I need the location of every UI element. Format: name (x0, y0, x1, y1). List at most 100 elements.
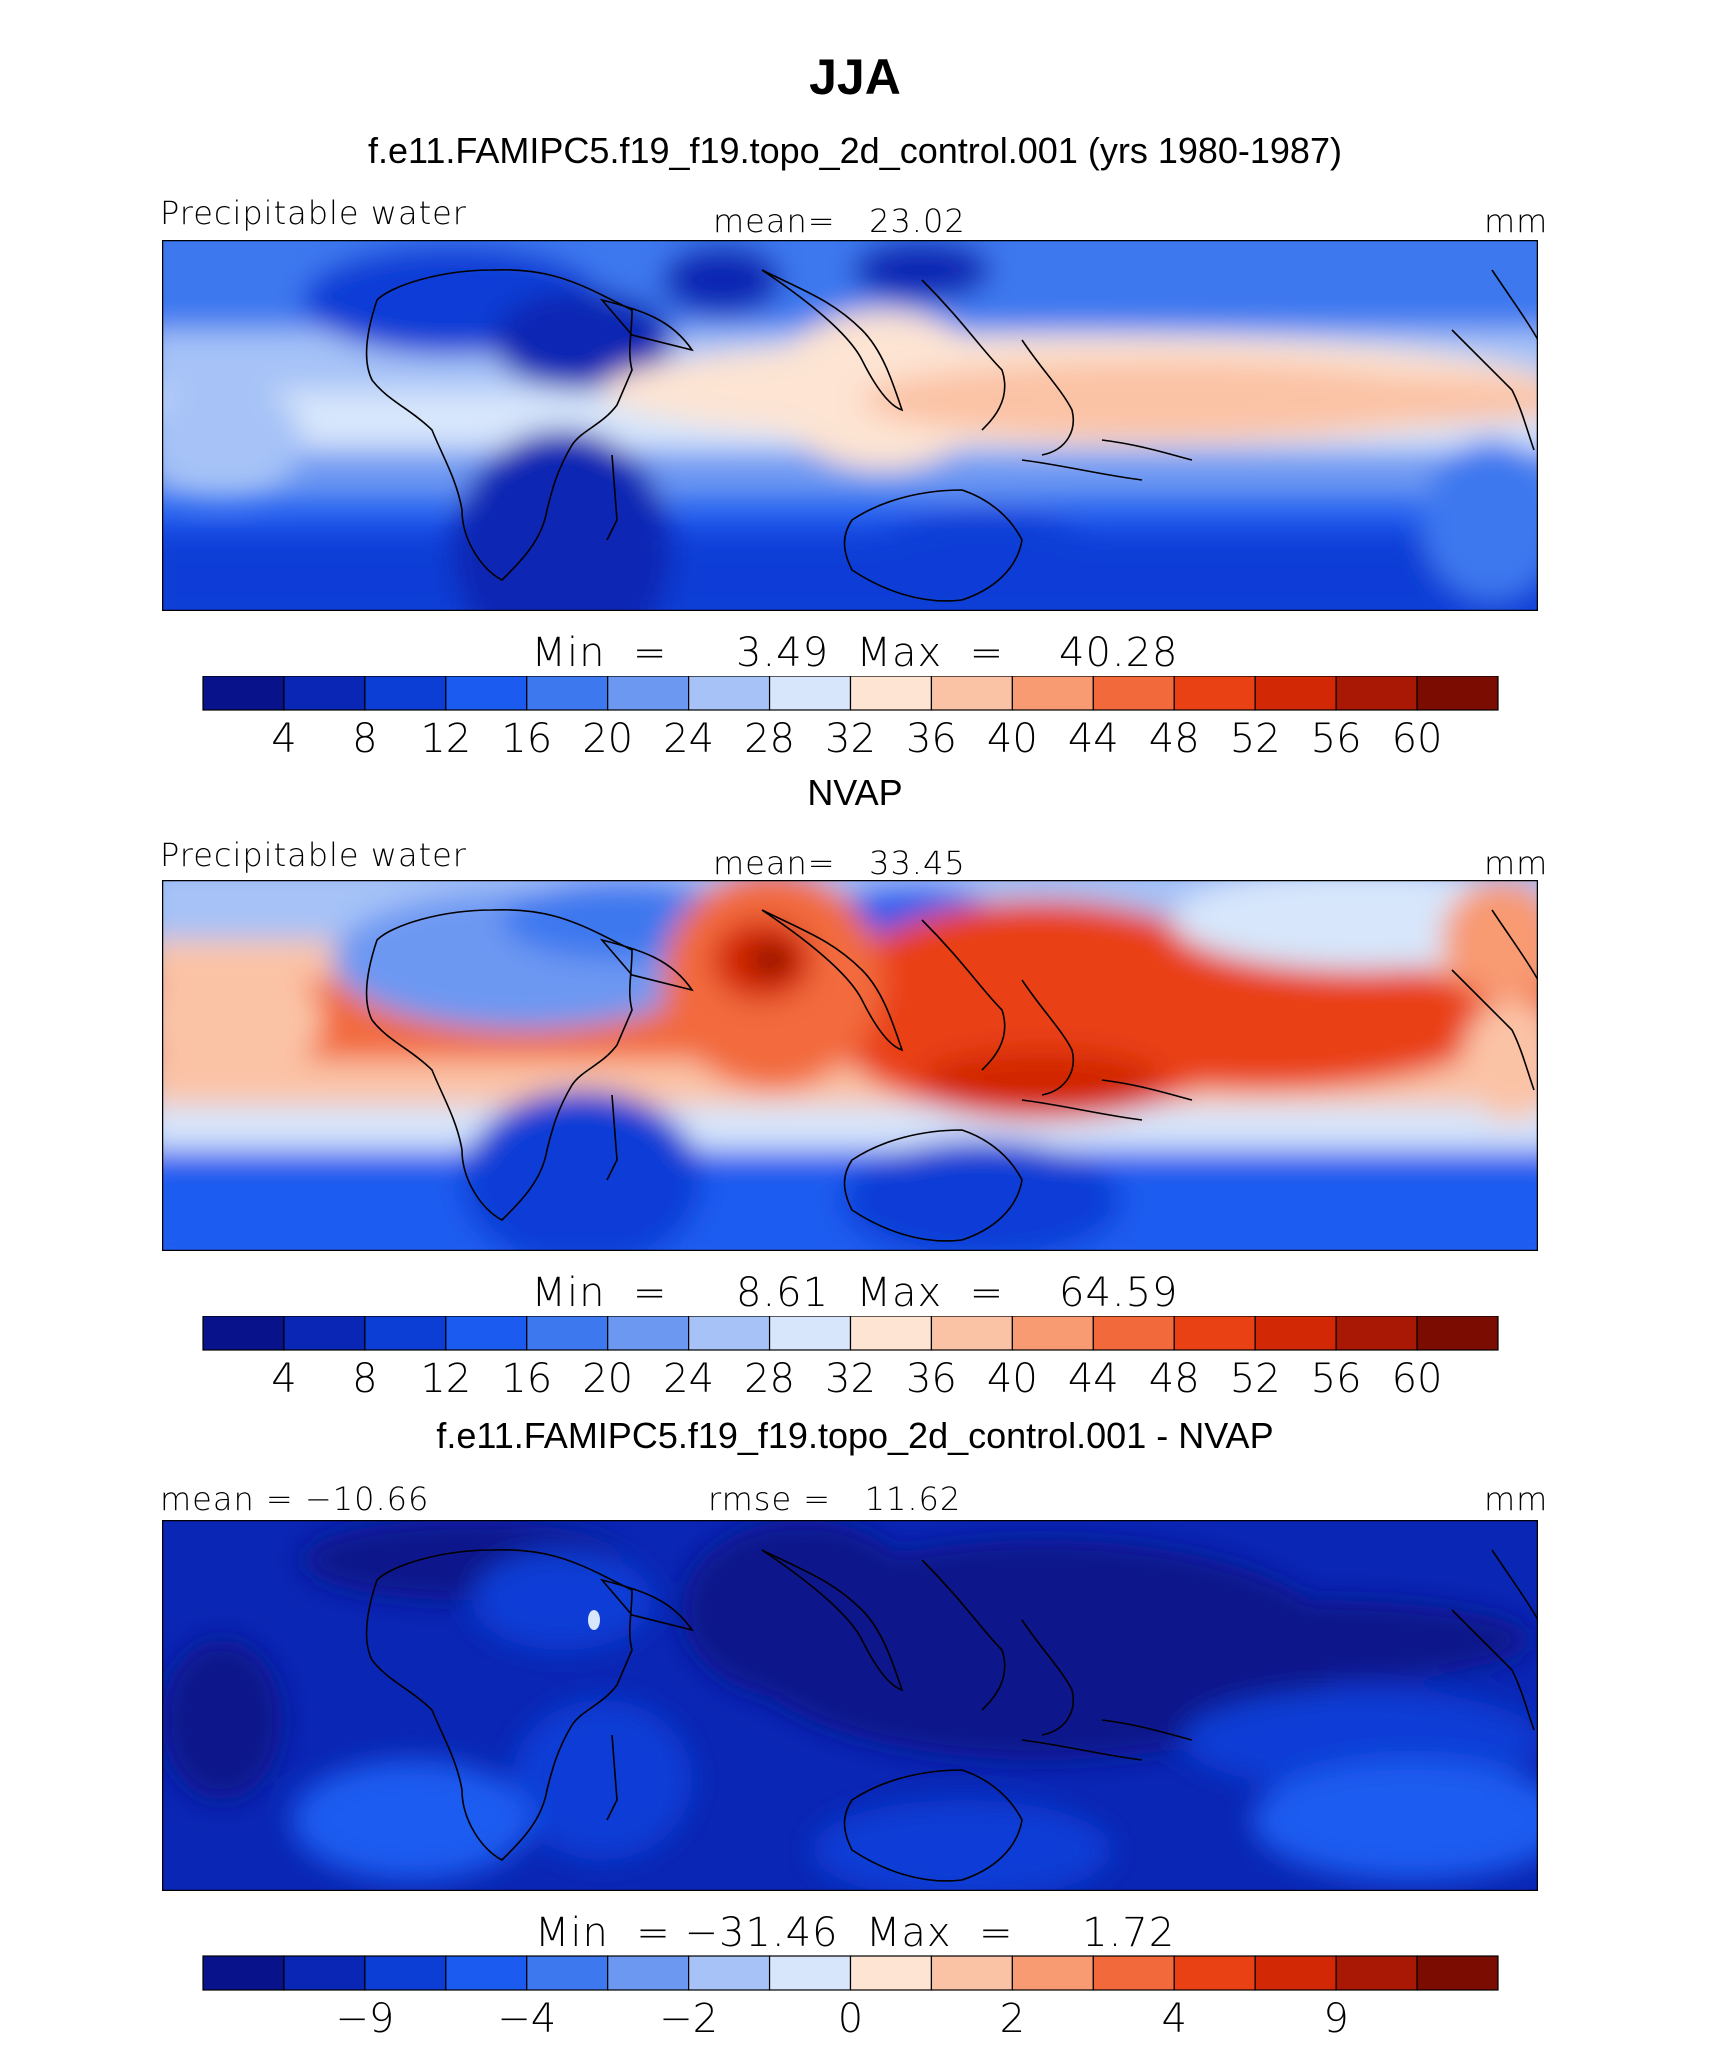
colorbar-swatch (283, 1316, 366, 1351)
colorbar-tick-label: 12 (420, 1356, 471, 1402)
colorbar-tick-label: 36 (906, 716, 957, 762)
panel-1-min-max: Min = 3.49 Max = 40.28 (531, 630, 1179, 676)
colorbar-swatch (688, 1955, 771, 1991)
panel-2-variable-label: Precipitable water (160, 836, 467, 874)
figure-title: JJA (809, 49, 901, 105)
colorbar-tick-label: 40 (987, 716, 1038, 762)
colorbar-tick-label: 24 (663, 1356, 714, 1402)
colorbar-swatch (930, 676, 1013, 711)
colorbar-swatch (445, 1316, 528, 1351)
colorbar-tick-label: 12 (420, 716, 471, 762)
colorbar-swatch (364, 1316, 447, 1351)
panel-2-min-max: Min = 8.61 Max = 64.59 (531, 1270, 1179, 1316)
colorbar-tick-label: 40 (987, 1356, 1038, 1402)
colorbar-tick-label: −4 (497, 1996, 556, 2042)
colorbar-swatch (1173, 1955, 1256, 1991)
colorbar-swatch (526, 676, 609, 711)
colorbar-swatch (202, 1316, 285, 1351)
colorbar-tick-label: 52 (1230, 716, 1281, 762)
map-panel-3 (162, 1520, 1538, 1891)
colorbar-swatch (445, 676, 528, 711)
colorbar-swatch (283, 676, 366, 711)
panel-2-mean-label: mean= 33.45 (713, 844, 966, 882)
colorbar-swatch (1254, 1955, 1337, 1991)
panel-3-mean-label: mean = −10.66 (160, 1480, 430, 1518)
colorbar-swatch (1092, 1955, 1175, 1991)
map-panel-2 (162, 880, 1538, 1251)
colorbar-swatch (1011, 1316, 1094, 1351)
panel-1-title: f.e11.FAMIPC5.f19_f19.topo_2d_control.00… (368, 130, 1342, 171)
colorbar-swatch (930, 1316, 1013, 1351)
colorbar-swatch (849, 676, 933, 711)
colorbar-tick-label: 2 (1000, 1996, 1025, 2042)
panel-3-min-max: Min = −31.46 Max = 1.72 (534, 1910, 1176, 1956)
colorbar-swatch (1254, 1316, 1337, 1351)
colorbar-swatch (1173, 676, 1256, 711)
colorbar-swatch (526, 1955, 609, 1991)
panel-1-variable-label: Precipitable water (160, 194, 467, 232)
colorbar-tick-label: 28 (744, 716, 795, 762)
colorbar-swatch (526, 1316, 609, 1351)
colorbar-tick-label: 0 (838, 1996, 863, 2042)
colorbar-swatch (364, 676, 447, 711)
colorbar-tick-label: 60 (1392, 716, 1443, 762)
colorbar-tick-label: 52 (1230, 1356, 1281, 1402)
colorbar-swatch (1335, 676, 1418, 711)
colorbar-swatch (688, 1316, 771, 1351)
colorbar-swatch (768, 676, 852, 711)
colorbar-tick-label: 28 (744, 1356, 795, 1402)
colorbar-swatch (768, 1955, 852, 1991)
colorbar-swatch (1173, 1316, 1256, 1351)
colorbar-tick-label: 8 (352, 716, 377, 762)
colorbar-tick-label: 48 (1149, 1356, 1200, 1402)
panel-3-rmse-label: rmse = 11.62 (708, 1480, 962, 1518)
colorbar-swatch (1416, 676, 1499, 711)
colorbar-swatch (445, 1955, 528, 1991)
colorbar-tick-label: 56 (1311, 716, 1362, 762)
colorbar-tick-label: 44 (1068, 1356, 1119, 1402)
colorbar-swatch (202, 1955, 285, 1991)
colorbar-tick-label: 16 (501, 1356, 552, 1402)
colorbar-1: 4 8 12 16 20 24 28 32 36 40 44 48 52 56 60 (202, 676, 1499, 762)
colorbar-swatch (768, 1316, 852, 1351)
colorbar-swatch (688, 676, 771, 711)
colorbar-swatch (607, 676, 690, 711)
colorbar-tick-label: 4 (271, 716, 296, 762)
colorbar-tick-label: 56 (1311, 1356, 1362, 1402)
colorbar-tick-label: 20 (582, 716, 633, 762)
panel-2-units-label: mm (1484, 844, 1549, 882)
colorbar-swatch (1092, 1316, 1175, 1351)
colorbar-tick-label: 24 (663, 716, 714, 762)
colorbar-swatch (202, 676, 285, 711)
colorbar-tick-label: 32 (825, 1356, 876, 1402)
colorbar-tick-label: −9 (335, 1996, 394, 2042)
colorbar-3: −9 −4 −2 0 2 4 9 (202, 1955, 1499, 2042)
colorbar-2: 4 8 12 16 20 24 28 32 36 40 44 48 52 56 60 (202, 1316, 1499, 1402)
colorbar-swatch (283, 1955, 366, 1991)
panel-1-units-label: mm (1484, 202, 1549, 240)
panel-3-title: f.e11.FAMIPC5.f19_f19.topo_2d_control.00… (436, 1415, 1274, 1456)
colorbar-tick-label: 20 (582, 1356, 633, 1402)
colorbar-swatch (1092, 676, 1175, 711)
colorbar-tick-label: 4 (1162, 1996, 1187, 2042)
colorbar-tick-label: 16 (501, 716, 552, 762)
colorbar-swatch (1335, 1316, 1418, 1351)
colorbar-tick-label: −2 (659, 1996, 718, 2042)
colorbar-swatch (1011, 1955, 1094, 1991)
colorbar-tick-label: 44 (1068, 716, 1119, 762)
colorbar-tick-label: 60 (1392, 1356, 1443, 1402)
colorbar-swatch (1254, 676, 1337, 711)
colorbar-swatch (849, 1316, 933, 1351)
colorbar-tick-label: 9 (1323, 1996, 1348, 2042)
colorbar-swatch (1335, 1955, 1418, 1991)
colorbar-tick-label: 4 (271, 1356, 296, 1402)
panel-2-title: NVAP (807, 772, 903, 813)
colorbar-swatch (364, 1955, 447, 1991)
panel-3-units-label: mm (1484, 1480, 1549, 1518)
colorbar-swatch (607, 1316, 690, 1351)
colorbar-swatch (849, 1955, 933, 1991)
map-panel-1 (162, 240, 1538, 611)
colorbar-tick-label: 36 (906, 1356, 957, 1402)
colorbar-swatch (1011, 676, 1094, 711)
colorbar-swatch (1416, 1955, 1499, 1991)
